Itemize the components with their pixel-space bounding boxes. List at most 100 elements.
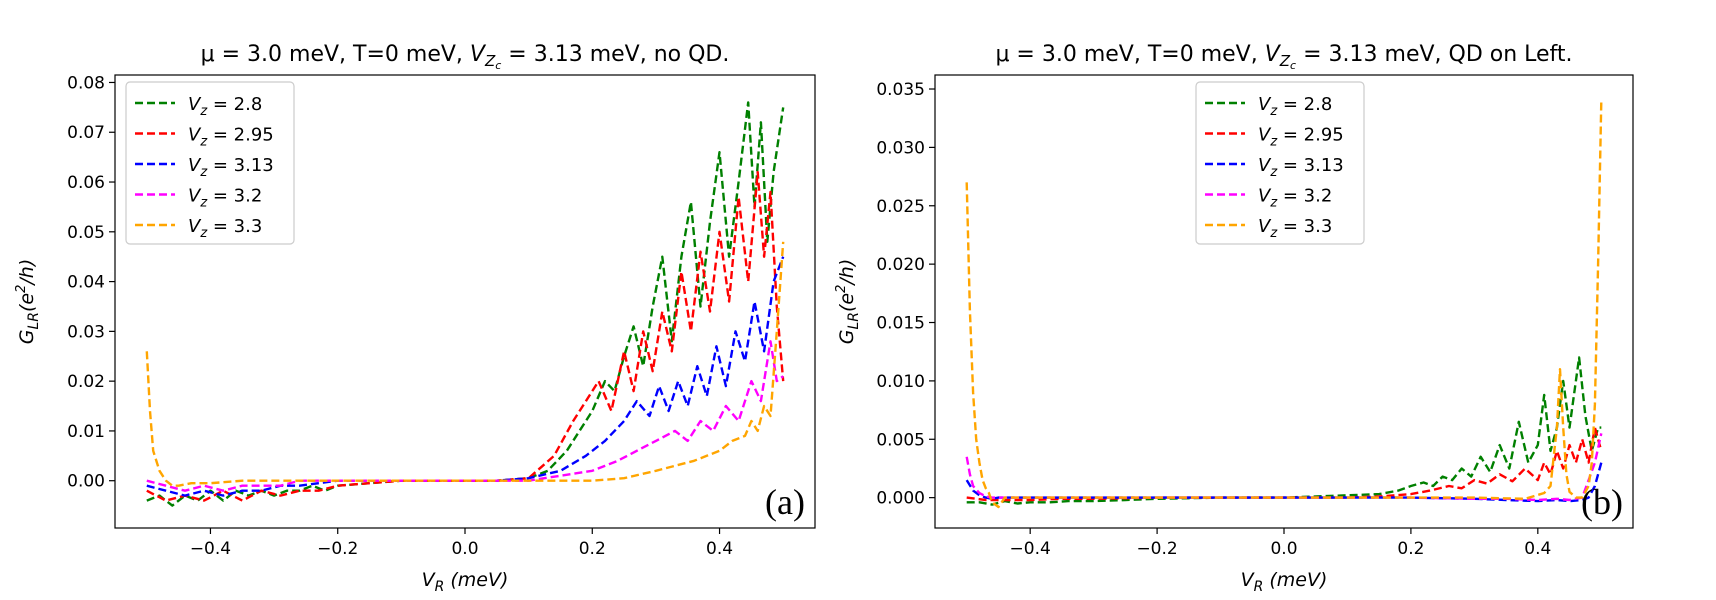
- y-tick-label: 0.015: [876, 314, 925, 334]
- legend-label-value: = 3.13: [207, 155, 274, 176]
- legend-label: Vz = 2.8: [1258, 94, 1332, 119]
- ylabel-sub: LR: [26, 312, 42, 330]
- series-line-3_3: [145, 241, 785, 487]
- y-tick-label: 0.020: [876, 255, 925, 275]
- series-line-2_8: [146, 101, 785, 507]
- y-tick-label: 0.03: [67, 322, 105, 342]
- title-suffix: = 3.13 meV, no QD.: [501, 42, 729, 67]
- legend-label: Vz = 2.95: [188, 125, 274, 150]
- legend-label-v: V: [188, 186, 202, 207]
- x-tick-label: 0.0: [1270, 539, 1297, 559]
- title-vz-subsub: c: [495, 59, 501, 72]
- legend-label-value: = 3.2: [207, 186, 262, 207]
- legend-label: Vz = 3.13: [188, 155, 274, 180]
- ylabel-main: G: [836, 330, 858, 345]
- legend-label-sub: z: [199, 226, 208, 241]
- legend-label: Vz = 3.3: [188, 216, 262, 241]
- legend-label-sub: z: [199, 165, 208, 180]
- legend-label: Vz = 3.13: [1258, 155, 1344, 180]
- y-tick-label: 0.07: [67, 123, 105, 143]
- legend-box: [1195, 81, 1365, 245]
- legend-label-v: V: [188, 94, 202, 115]
- panel-label: (a): [765, 482, 805, 522]
- ylabel-unit: (e: [836, 293, 858, 312]
- title-vz-sub: Z: [1279, 52, 1291, 70]
- legend-label-sub: z: [199, 196, 208, 211]
- xlabel-sub: R: [1254, 579, 1264, 595]
- y-tick-label: 0.01: [67, 422, 105, 442]
- legend-label-v: V: [188, 155, 202, 176]
- legend-box: [125, 81, 295, 245]
- x-tick-label: 0.4: [706, 539, 733, 559]
- y-tick-label: 0.04: [67, 273, 105, 293]
- title-prefix: μ = 3.0 meV, T=0 meV,: [201, 42, 470, 67]
- legend-label-value: = 2.95: [1277, 125, 1344, 146]
- legend-label-value: = 3.3: [1277, 216, 1332, 237]
- x-tick-label: −0.2: [317, 539, 358, 559]
- x-tick-label: −0.4: [1010, 539, 1051, 559]
- ylabel-sup: 2: [14, 285, 29, 293]
- legend-label-value: = 3.13: [1277, 155, 1344, 176]
- xlabel-unit: (meV): [444, 569, 508, 591]
- title-vz-sub: Z: [484, 52, 496, 70]
- ylabel-sup: 2: [834, 285, 849, 293]
- x-tick-label: 0.2: [579, 539, 606, 559]
- legend-label-sub: z: [199, 135, 208, 150]
- x-tick-label: 0.0: [451, 539, 478, 559]
- legend-label-sub: z: [1269, 196, 1278, 211]
- series-line-2_95: [146, 170, 785, 502]
- y-tick-label: 0.06: [67, 173, 105, 193]
- chart-title: μ = 3.0 meV, T=0 meV, VZc = 3.13 meV, no…: [201, 42, 730, 72]
- legend-label: Vz = 3.2: [1258, 186, 1332, 211]
- title-prefix: μ = 3.0 meV, T=0 meV,: [995, 42, 1264, 67]
- legend-label-value: = 2.8: [1277, 94, 1332, 115]
- y-tick-label: 0.025: [876, 197, 925, 217]
- title-suffix: = 3.13 meV, QD on Left.: [1296, 42, 1572, 67]
- y-tick-label: 0.035: [876, 80, 925, 100]
- series-line-2_8: [966, 356, 1602, 506]
- y-tick-label: 0.05: [67, 223, 105, 243]
- xlabel-sub: R: [435, 579, 445, 595]
- series-line-3_2: [146, 340, 784, 492]
- y-tick-label: 0.000: [876, 489, 925, 509]
- legend-label-v: V: [1258, 94, 1272, 115]
- y-tick-label: 0.005: [876, 430, 925, 450]
- x-axis-label: VR (meV): [1241, 569, 1328, 595]
- y-tick-label: 0.02: [67, 372, 105, 392]
- xlabel-unit: (meV): [1263, 569, 1327, 591]
- title-vz: V: [470, 42, 487, 67]
- series-line-3_2: [965, 433, 1603, 502]
- chart-panel-1: −0.4 −0.2 0.0 0.2 0.4 0.000 0.005 0.010 0.015 0.0…: [834, 42, 1634, 595]
- title-vz: V: [1265, 42, 1282, 67]
- legend-label: Vz = 3.2: [188, 186, 262, 211]
- ylabel-unit: (e: [16, 293, 38, 312]
- x-tick-label: −0.2: [1136, 539, 1177, 559]
- y-tick-label: 0.010: [876, 372, 925, 392]
- series-line-3_13: [965, 462, 1603, 503]
- legend-label-v: V: [188, 216, 202, 237]
- legend-label: Vz = 2.95: [1258, 125, 1344, 150]
- series-line-3_13: [146, 256, 785, 497]
- panel-label: (b): [1581, 482, 1623, 522]
- legend-label-value: = 3.2: [1277, 186, 1332, 207]
- title-vz-subsub: c: [1290, 59, 1296, 72]
- legend-label-sub: z: [1269, 226, 1278, 241]
- legend-label-value: = 2.95: [207, 125, 274, 146]
- ylabel-tail: /h): [16, 259, 38, 287]
- legend-label-v: V: [1258, 125, 1272, 146]
- legend-label-v: V: [1258, 216, 1272, 237]
- ylabel-sub: LR: [846, 312, 862, 330]
- legend-label-sub: z: [199, 104, 208, 119]
- y-tick-label: 0.08: [67, 73, 105, 93]
- legend-label-sub: z: [1269, 165, 1278, 180]
- legend-label-v: V: [1258, 186, 1272, 207]
- xlabel-main: V: [1241, 569, 1256, 591]
- ylabel-tail: /h): [836, 259, 858, 287]
- y-tick-label: 0.00: [67, 472, 105, 492]
- legend-label: Vz = 2.8: [188, 94, 262, 119]
- chart-panel-0: −0.4 −0.2 0.0 0.2 0.4 0.00 0.01 0.02 0.03 0.04 0.0…: [14, 42, 816, 595]
- y-axis-label: GLR(e2/h): [14, 259, 42, 345]
